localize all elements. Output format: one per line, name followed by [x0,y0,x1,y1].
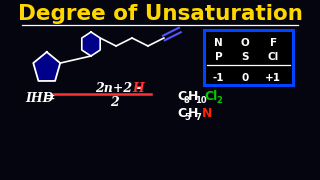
Text: Cl: Cl [204,89,218,102]
Text: 7: 7 [196,112,201,122]
Text: C: C [178,107,187,120]
Polygon shape [33,52,60,81]
Text: =: = [45,91,56,105]
Text: 8: 8 [184,96,190,105]
Text: 5: 5 [184,112,190,122]
Text: -1: -1 [213,73,224,83]
Text: O: O [241,38,249,48]
Text: 0: 0 [241,73,249,83]
Text: Cl: Cl [268,52,279,62]
Text: H: H [132,82,144,94]
Text: Degree of Unsaturation: Degree of Unsaturation [18,4,302,24]
Polygon shape [82,32,100,56]
Bar [204,30,293,85]
Text: 2: 2 [217,96,222,105]
Text: F: F [270,38,277,48]
Text: IHD: IHD [26,91,54,105]
Text: P: P [215,52,222,62]
Text: 2n+2 -: 2n+2 - [95,82,147,94]
Text: N: N [214,38,223,48]
Text: 2: 2 [109,96,118,109]
Text: H: H [188,107,199,120]
Text: C: C [178,89,187,102]
Text: 10: 10 [196,96,207,105]
Text: H: H [188,89,199,102]
Text: +1: +1 [265,73,281,83]
Text: N: N [202,107,212,120]
Text: S: S [241,52,249,62]
